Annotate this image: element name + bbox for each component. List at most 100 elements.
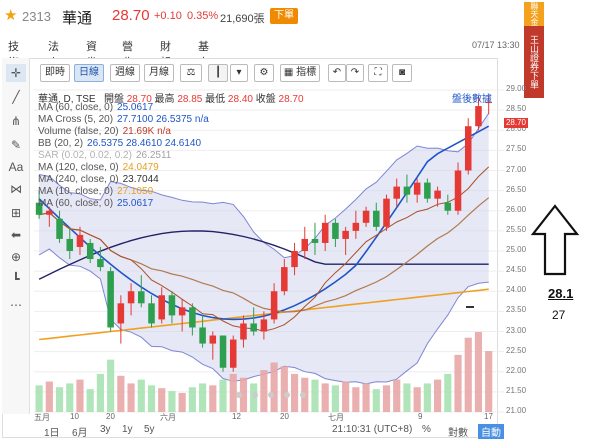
zoom-out-dot[interactable] xyxy=(236,392,242,398)
camera-icon[interactable]: ◙ xyxy=(392,64,412,82)
legend-item[interactable]: SAR (0.02, 0.02, 0.2) 26.2511 xyxy=(38,150,171,161)
legend-item[interactable]: MA (60, close, 0) 25.0617 xyxy=(38,102,153,113)
volume-bar xyxy=(86,389,94,412)
indicator-button[interactable]: ▦ 指標 xyxy=(280,64,320,82)
compare-icon[interactable]: ⚖ xyxy=(180,64,202,82)
volume-bar xyxy=(454,354,462,412)
legend-item[interactable]: Volume (false, 20) 21.69K n/a xyxy=(38,126,171,137)
y-tick-label: 29.00 xyxy=(506,84,527,93)
broker-banner[interactable]: 聯天金 王山證券下單 xyxy=(524,2,544,98)
zoom-icon[interactable]: ⊕ xyxy=(10,250,22,264)
banner-bottom: 王山證券下單 xyxy=(529,35,539,89)
realtime-button[interactable]: 即時 xyxy=(40,64,70,82)
legend-item[interactable]: MA (120, close, 0) 24.0479 xyxy=(38,162,159,173)
y-tick-label: 27.00 xyxy=(506,164,527,174)
order-button[interactable]: 下單 xyxy=(270,8,298,24)
volume-bar xyxy=(178,392,186,412)
range-1y[interactable]: 1y xyxy=(122,424,133,435)
scroll-left-dot[interactable] xyxy=(252,392,258,398)
candle-body xyxy=(219,335,227,368)
legend-item[interactable]: MA (60, close, 0) 25.0617 xyxy=(38,198,153,209)
legend-value: 24.0479 xyxy=(122,162,159,173)
high-label: 最高 xyxy=(154,94,175,105)
pattern-icon[interactable]: ⋈ xyxy=(10,182,22,196)
legend-label: BB (20, 2) xyxy=(38,138,84,149)
volume-bar xyxy=(45,381,53,412)
time-axis[interactable]: 五月 10 20 六月 12 20 七月 9 17 xyxy=(34,412,504,422)
candle-body xyxy=(270,291,278,320)
legend-item[interactable]: MA Cross (5, 20) 27.7100 26.5375 n/a xyxy=(38,114,209,125)
range-1d[interactable]: 1日 xyxy=(44,428,60,439)
range-5y[interactable]: 5y xyxy=(144,424,155,435)
percent-toggle[interactable]: % xyxy=(422,424,431,435)
settings-gear-icon[interactable]: ⚙ xyxy=(254,64,274,82)
volume-bar xyxy=(423,383,431,412)
candle-body xyxy=(383,198,390,227)
after-hours-link[interactable]: 盤後數據 xyxy=(452,94,492,105)
trendline-icon[interactable]: ╱ xyxy=(12,90,20,104)
candle-body xyxy=(475,106,482,127)
volume-bar xyxy=(188,387,196,412)
current-price-tag: 28.70 xyxy=(504,118,528,128)
fib-icon[interactable]: ⊞ xyxy=(10,206,22,220)
volume-bar xyxy=(485,351,493,412)
candle-body xyxy=(240,323,247,340)
close-value: 28.70 xyxy=(278,94,304,105)
x-tick-label: 20 xyxy=(106,412,115,421)
volume-bar xyxy=(76,379,84,412)
ruler-icon[interactable]: ┗ xyxy=(12,272,20,286)
candle-body xyxy=(35,202,43,215)
favorite-star-icon[interactable]: ★ xyxy=(4,7,18,24)
volume-bar xyxy=(280,366,288,412)
redo-icon[interactable]: ↷ xyxy=(346,64,364,82)
legend-value: 27.7100 26.5375 n/a xyxy=(117,114,209,125)
log-toggle[interactable]: 對數 xyxy=(448,428,468,439)
fork-icon[interactable]: ⋔ xyxy=(10,114,22,128)
update-time: 07/17 13:30 xyxy=(472,40,520,50)
price-axis[interactable]: 29.00 28.50 28.00 27.50 27.00 26.50 26.00 25.50… xyxy=(506,84,530,415)
annotation-value-bottom: 27 xyxy=(552,308,566,322)
text-icon[interactable]: Aa xyxy=(8,160,24,174)
more-icon[interactable]: ⋯ xyxy=(10,298,22,312)
volume-bar xyxy=(382,385,391,412)
crosshair-icon[interactable]: ✛ xyxy=(6,64,26,82)
legend-item[interactable]: BB (20, 2) 26.5375 28.4610 24.6140 xyxy=(38,138,201,149)
daily-button[interactable]: 日線 xyxy=(74,64,104,82)
drawing-toolbar: ✛ ╱ ⋔ ✎ Aa ⋈ ⊞ ⬅ ⊕ ┗ ⋯ xyxy=(2,58,30,414)
weekly-button[interactable]: 週線 xyxy=(110,64,140,82)
y-tick-label: 27.50 xyxy=(506,144,527,154)
candle-body xyxy=(138,291,145,304)
reset-dot[interactable] xyxy=(268,392,274,398)
volume-bar xyxy=(229,373,237,412)
undo-icon[interactable]: ↶ xyxy=(328,64,346,82)
candle-body xyxy=(332,222,339,239)
brush-icon[interactable]: ✎ xyxy=(10,138,22,152)
arrow-left-icon[interactable]: ⬅ xyxy=(10,228,22,242)
candle-body xyxy=(393,186,400,199)
stock-name: 華通 xyxy=(62,10,93,27)
volume-bar xyxy=(474,332,483,412)
candle-type-icon[interactable]: ┃ xyxy=(208,64,228,82)
volume-bar xyxy=(372,389,380,412)
volume-bar xyxy=(270,362,278,412)
x-tick-label: 六月 xyxy=(160,413,176,422)
legend-item[interactable]: MA (240, close, 0) 23.7044 xyxy=(38,174,159,185)
volume-bar xyxy=(362,383,370,412)
candle-type-dropdown-icon[interactable]: ▾ xyxy=(230,64,248,82)
auto-toggle[interactable]: 自動 xyxy=(478,424,504,439)
range-6m[interactable]: 6月 xyxy=(72,428,88,439)
legend-label: Volume (false, 20) xyxy=(38,126,119,137)
candle-body xyxy=(311,238,319,243)
y-tick-label: 25.00 xyxy=(506,245,527,254)
high-value: 28.85 xyxy=(177,94,203,105)
volume-bar xyxy=(168,391,176,412)
x-tick-label: 七月 xyxy=(328,413,344,422)
legend-item[interactable]: MA (10, close, 0) 27.1050 xyxy=(38,186,153,197)
clock: 21:10:31 (UTC+8) xyxy=(332,424,413,435)
candle-body xyxy=(117,303,125,324)
zoom-in-dot[interactable] xyxy=(300,392,306,398)
scroll-right-dot[interactable] xyxy=(284,392,290,398)
range-3y[interactable]: 3y xyxy=(100,424,111,435)
fullscreen-icon[interactable]: ⛶ xyxy=(368,64,388,82)
monthly-button[interactable]: 月線 xyxy=(144,64,174,82)
